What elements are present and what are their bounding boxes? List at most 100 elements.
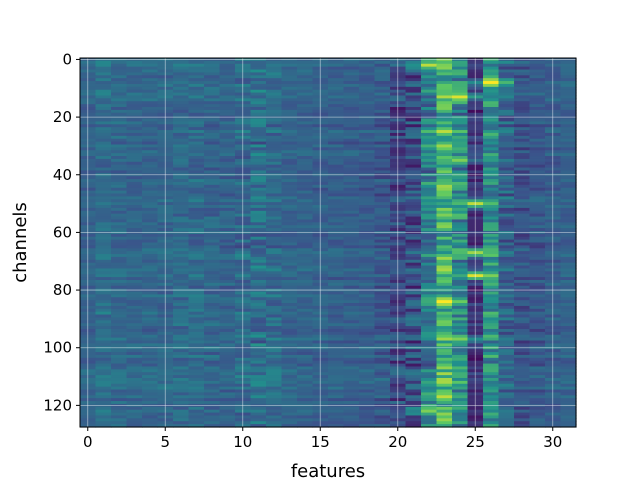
heatmap-cell bbox=[359, 228, 376, 232]
heatmap-cell bbox=[173, 242, 190, 246]
heatmap-cell bbox=[204, 144, 221, 148]
heatmap-cell bbox=[374, 305, 391, 310]
heatmap-cell bbox=[498, 366, 515, 370]
heatmap-cell bbox=[173, 60, 190, 65]
heatmap-cell bbox=[343, 357, 360, 362]
heatmap-cell bbox=[483, 282, 500, 287]
heatmap-cell bbox=[483, 352, 500, 356]
heatmap-cell bbox=[281, 366, 298, 370]
heatmap-cell bbox=[142, 81, 159, 85]
heatmap-cell bbox=[374, 331, 391, 336]
heatmap-cell bbox=[483, 360, 500, 365]
heatmap-cell bbox=[560, 190, 577, 195]
heatmap-cell bbox=[188, 60, 205, 65]
heatmap-cell bbox=[343, 377, 360, 382]
heatmap-cell bbox=[328, 265, 345, 270]
heatmap-cell bbox=[297, 357, 314, 362]
heatmap-cell bbox=[452, 81, 469, 85]
heatmap-cell bbox=[405, 326, 422, 330]
heatmap-cell bbox=[281, 144, 298, 148]
heatmap-cell bbox=[328, 389, 345, 393]
heatmap-cell bbox=[266, 326, 283, 330]
heatmap-cell bbox=[95, 320, 112, 324]
heatmap-cell bbox=[142, 153, 159, 157]
heatmap-cell bbox=[359, 179, 376, 183]
heatmap-cell bbox=[111, 291, 128, 295]
heatmap-cell bbox=[529, 138, 546, 143]
heatmap-cell bbox=[498, 360, 515, 365]
heatmap-cell bbox=[359, 392, 376, 396]
heatmap-cell bbox=[297, 164, 314, 169]
heatmap-cell bbox=[188, 144, 205, 148]
heatmap-cell bbox=[498, 190, 515, 195]
heatmap-cell bbox=[111, 251, 128, 255]
heatmap-cell bbox=[297, 349, 314, 353]
heatmap-cell bbox=[529, 207, 546, 212]
heatmap-cell bbox=[297, 222, 314, 226]
heatmap-cell bbox=[188, 138, 205, 143]
heatmap-cell bbox=[219, 69, 236, 74]
heatmap-cell bbox=[483, 98, 500, 102]
heatmap-cell bbox=[250, 202, 267, 206]
heatmap-cell bbox=[359, 354, 376, 359]
heatmap-cell bbox=[514, 161, 531, 166]
heatmap-cell bbox=[204, 409, 221, 414]
heatmap-cell bbox=[173, 285, 190, 290]
heatmap-cell bbox=[529, 86, 546, 91]
heatmap-cell bbox=[529, 156, 546, 160]
heatmap-cell bbox=[328, 176, 345, 180]
heatmap-cell bbox=[405, 222, 422, 226]
heatmap-cell bbox=[126, 363, 143, 368]
heatmap-cell bbox=[297, 156, 314, 160]
heatmap-cell bbox=[173, 340, 190, 344]
heatmap-cell bbox=[498, 199, 515, 203]
heatmap-cell bbox=[142, 213, 159, 218]
heatmap-cell bbox=[188, 156, 205, 160]
heatmap-cell bbox=[374, 343, 391, 347]
heatmap-cell bbox=[188, 377, 205, 382]
heatmap-cell bbox=[436, 60, 453, 65]
heatmap-cell bbox=[219, 190, 236, 195]
heatmap-cell bbox=[498, 349, 515, 353]
heatmap-cell bbox=[266, 132, 283, 137]
heatmap-cell bbox=[173, 343, 190, 347]
heatmap-cell bbox=[514, 352, 531, 356]
heatmap-cell bbox=[343, 366, 360, 370]
heatmap-cell bbox=[219, 170, 236, 174]
heatmap-cell bbox=[514, 101, 531, 105]
heatmap-cell bbox=[343, 291, 360, 295]
heatmap-cell bbox=[421, 89, 438, 94]
heatmap-cell bbox=[95, 222, 112, 226]
heatmap-cell bbox=[188, 190, 205, 195]
heatmap-cell bbox=[95, 285, 112, 290]
heatmap-cell bbox=[452, 320, 469, 324]
heatmap-cell bbox=[343, 118, 360, 123]
heatmap-cell bbox=[560, 282, 577, 287]
heatmap-cell bbox=[514, 279, 531, 284]
heatmap-cell bbox=[142, 147, 159, 151]
heatmap-cell bbox=[204, 254, 221, 258]
heatmap-cell bbox=[266, 222, 283, 226]
heatmap-cell bbox=[343, 132, 360, 137]
heatmap-cell bbox=[452, 187, 469, 192]
heatmap-cell bbox=[483, 383, 500, 388]
heatmap-cell bbox=[173, 72, 190, 76]
heatmap-cell bbox=[374, 72, 391, 76]
heatmap-cell bbox=[95, 297, 112, 301]
heatmap-cell bbox=[436, 360, 453, 365]
heatmap-cell bbox=[529, 389, 546, 393]
heatmap-cell bbox=[188, 248, 205, 252]
heatmap-cell bbox=[250, 147, 267, 151]
heatmap-cell bbox=[483, 104, 500, 108]
heatmap-cell bbox=[560, 92, 577, 97]
heatmap-cell bbox=[452, 282, 469, 287]
heatmap-cell bbox=[374, 98, 391, 102]
heatmap-cell bbox=[328, 380, 345, 385]
heatmap-cell bbox=[374, 193, 391, 197]
heatmap-cell bbox=[343, 112, 360, 117]
heatmap-cell bbox=[374, 199, 391, 203]
heatmap-cell bbox=[436, 311, 453, 316]
heatmap-cell bbox=[219, 63, 236, 68]
heatmap-cell bbox=[483, 377, 500, 382]
heatmap-cell bbox=[188, 202, 205, 206]
